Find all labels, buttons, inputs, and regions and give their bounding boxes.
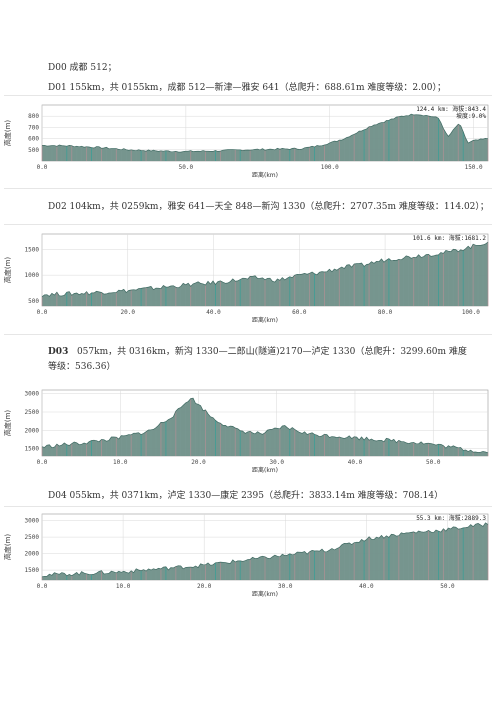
y-tick-label: 2000 (25, 427, 40, 434)
x-tick-label: 10.0 (113, 459, 128, 466)
x-tick-label: 50.0 (426, 459, 441, 466)
x-tick-label: 10.0 (116, 583, 131, 590)
x-tick-label: 100.0 (321, 164, 339, 171)
y-tick-label: 700 (28, 124, 39, 131)
x-tick-label: 0.0 (37, 459, 48, 466)
y-tick-label: 2000 (25, 551, 40, 558)
y-tick-label: 500 (28, 147, 39, 154)
stage-d02-line: D02 104km，共 0259km，雅安 641—天全 848—新沟 1330… (48, 202, 489, 212)
y-tick-label: 3000 (25, 518, 40, 525)
y-tick-label: 1500 (25, 567, 40, 574)
stage-d00-line: D00 成都 512； (48, 63, 117, 73)
x-tick-label: 50.0 (179, 164, 194, 171)
y-tick-label: 2500 (25, 409, 40, 416)
stage-d04-line: D04 055km，共 0371km，泸定 1330—康定 2395（总爬升：3… (48, 491, 444, 501)
elevation-line (42, 113, 489, 153)
stage-d01-line: D01 155km，共 0155km，成都 512—新津—雅安 641（总爬升：… (48, 83, 446, 93)
stage-d03-line-cont: 等级：536.36） (48, 362, 116, 372)
x-axis-title: 距离(km) (252, 466, 278, 474)
readout-text: 124.4 km: 海拔:843.4 (416, 105, 486, 113)
x-tick-label: 20.0 (197, 583, 212, 590)
x-tick-label: 20.0 (191, 459, 206, 466)
elevation-chart-d04: 1500 2000 2500 3000 0.0 10.0 20.0 30.0 40.0 50.0 距… (0, 508, 496, 604)
x-tick-label: 40.0 (359, 583, 374, 590)
x-tick-label: 30.0 (278, 583, 293, 590)
x-axis-title: 距离(km) (252, 590, 278, 598)
elevation-line (41, 522, 489, 578)
divider (4, 188, 492, 189)
elevation-line (41, 397, 489, 454)
x-tick-label: 40.0 (206, 309, 221, 316)
elevation-area (42, 398, 488, 456)
x-tick-label: 80.0 (378, 309, 393, 316)
y-tick-label: 600 (28, 136, 39, 143)
y-tick-label: 800 (28, 113, 39, 120)
x-tick-label: 0.0 (37, 164, 48, 171)
elevation-chart-d02: 500 1000 1500 0.0 20.0 40.0 60.0 80.0 100.0 距离(km… (0, 226, 496, 332)
elevation-area (42, 114, 488, 161)
stage-d03-label: D03 (48, 347, 69, 357)
y-tick-label: 500 (28, 298, 39, 305)
readout-text: 101.6 km: 海拔:1681.2 (413, 234, 487, 242)
y-axis-title: 高度(m) (3, 534, 12, 561)
x-axis-title: 距离(km) (252, 316, 278, 324)
y-tick-label: 3000 (25, 391, 40, 398)
elevation-area (42, 522, 488, 580)
y-axis-title: 高度(m) (3, 257, 12, 284)
y-tick-label: 2500 (25, 534, 40, 541)
y-axis-title: 高度(m) (3, 410, 12, 437)
divider (4, 506, 492, 507)
divider (4, 95, 492, 96)
readout-text: 55.3 km: 海拔:2889.3 (416, 514, 486, 522)
x-tick-label: 0.0 (37, 309, 48, 316)
y-tick-label: 1000 (25, 272, 40, 279)
stage-d03-text: 057km，共 0316km，新沟 1330—二郎山(隧道)2170—泸定 13… (76, 347, 467, 357)
x-tick-label: 100.0 (462, 309, 480, 316)
x-tick-label: 40.0 (348, 459, 363, 466)
x-axis-title: 距离(km) (252, 171, 278, 179)
x-tick-label: 50.0 (440, 583, 455, 590)
x-tick-label: 150.0 (465, 164, 483, 171)
y-axis-title: 高度(m) (3, 120, 12, 147)
stage-d03-line: D03 057km，共 0316km，新沟 1330—二郎山(隧道)2170—泸… (48, 344, 467, 357)
elevation-line (41, 241, 489, 298)
elevation-chart-d01: 500 600 700 800 0.0 50.0 100.0 150.0 距离(km) 高度(m)… (0, 97, 496, 185)
divider (4, 334, 492, 335)
y-tick-label: 1500 (25, 246, 40, 253)
divider (4, 224, 492, 225)
x-tick-label: 30.0 (270, 459, 285, 466)
readout-text: 坡度:9.0% (456, 112, 486, 120)
y-tick-label: 1500 (25, 446, 40, 453)
elevation-chart-d03: 1500 2000 2500 3000 0.0 10.0 20.0 30.0 40.0 50.0 距… (0, 384, 496, 480)
x-tick-label: 20.0 (121, 309, 136, 316)
x-tick-label: 60.0 (292, 309, 307, 316)
x-tick-label: 0.0 (37, 583, 48, 590)
